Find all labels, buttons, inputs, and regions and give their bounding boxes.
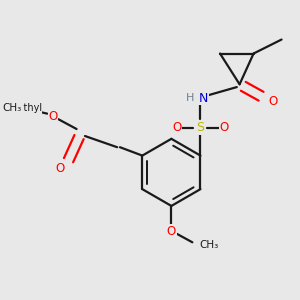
Text: O: O: [268, 94, 278, 108]
Text: O: O: [48, 110, 57, 123]
Text: O: O: [167, 225, 176, 238]
Text: CH₃: CH₃: [199, 240, 219, 250]
Text: O: O: [172, 121, 181, 134]
Text: O: O: [55, 162, 64, 175]
Text: methyl: methyl: [8, 103, 42, 113]
Text: O: O: [220, 121, 229, 134]
Text: H: H: [186, 93, 194, 103]
Text: S: S: [196, 121, 204, 134]
Text: CH₃: CH₃: [3, 103, 22, 113]
Text: N: N: [199, 92, 208, 105]
